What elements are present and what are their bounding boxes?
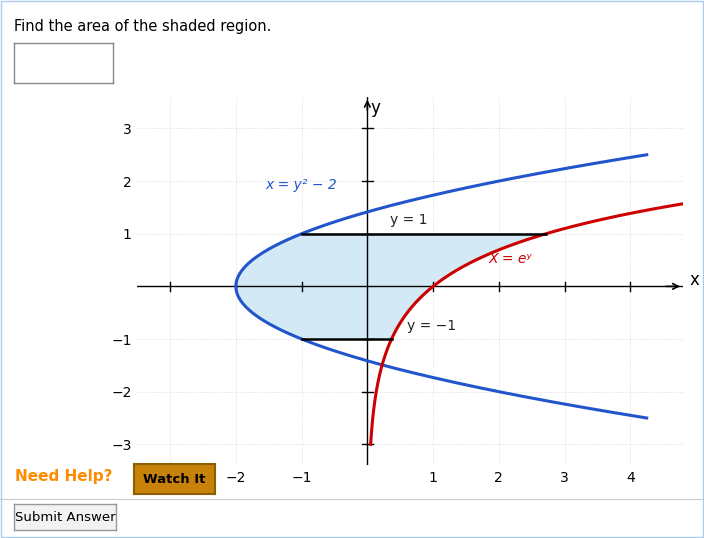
Text: y: y [370,100,380,117]
Text: y = −1: y = −1 [407,318,456,332]
Text: Need Help?: Need Help? [15,469,113,484]
Text: X = eʸ: X = eʸ [489,252,532,266]
Text: Submit Answer: Submit Answer [15,511,115,523]
Text: x = y² − 2: x = y² − 2 [265,178,337,192]
Text: x: x [689,271,699,289]
Text: y = 1: y = 1 [390,214,428,228]
Text: Watch It: Watch It [143,472,206,486]
Text: Find the area of the shaded region.: Find the area of the shaded region. [14,19,272,34]
